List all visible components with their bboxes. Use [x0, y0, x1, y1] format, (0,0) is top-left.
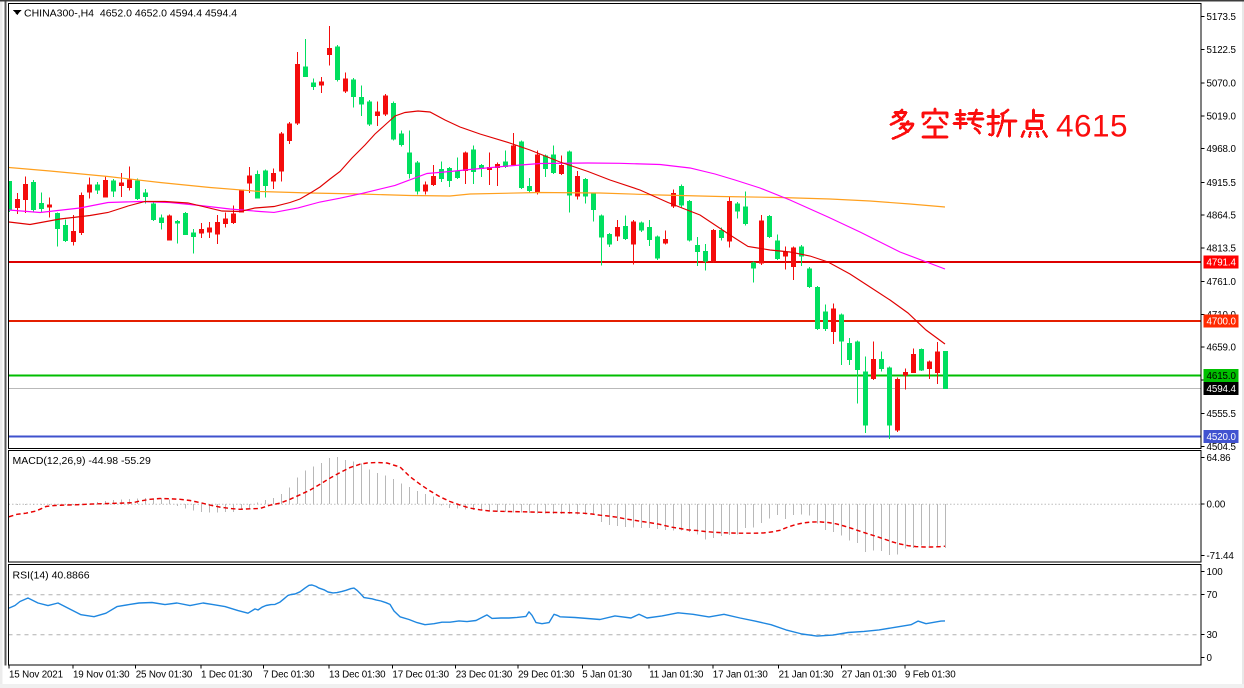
- svg-text:27 Jan 01:30: 27 Jan 01:30: [842, 670, 898, 681]
- svg-text:4615: 4615: [1056, 108, 1128, 144]
- svg-text:21 Jan 01:30: 21 Jan 01:30: [779, 670, 835, 681]
- svg-text:4659.0: 4659.0: [1207, 343, 1237, 354]
- svg-text:13 Dec 01:30: 13 Dec 01:30: [329, 670, 386, 681]
- svg-text:MACD(12,26,9) -44.98 -55.29: MACD(12,26,9) -44.98 -55.29: [13, 455, 151, 467]
- svg-text:5019.0: 5019.0: [1207, 111, 1237, 122]
- svg-text:70: 70: [1207, 590, 1218, 601]
- svg-text:4791.4: 4791.4: [1207, 258, 1237, 269]
- svg-text:4555.5: 4555.5: [1207, 409, 1237, 420]
- svg-text:-71.44: -71.44: [1207, 551, 1235, 562]
- svg-text:4700.0: 4700.0: [1207, 316, 1237, 327]
- svg-text:17 Dec 01:30: 17 Dec 01:30: [392, 670, 449, 681]
- svg-text:7 Dec 01:30: 7 Dec 01:30: [263, 670, 315, 681]
- svg-text:4615.0: 4615.0: [1207, 371, 1237, 382]
- svg-text:64.86: 64.86: [1207, 453, 1232, 464]
- svg-text:4504.5: 4504.5: [1207, 442, 1237, 453]
- svg-text:29 Dec 01:30: 29 Dec 01:30: [518, 670, 575, 681]
- svg-text:CHINA300-,H4 4652.0 4652.0 45: CHINA300-,H4 4652.0 4652.0 4594.4 4594.4: [24, 8, 237, 20]
- svg-text:0.00: 0.00: [1207, 500, 1226, 511]
- svg-text:0: 0: [1207, 653, 1213, 664]
- svg-text:11 Jan 01:30: 11 Jan 01:30: [649, 670, 704, 681]
- svg-text:23 Dec 01:30: 23 Dec 01:30: [456, 670, 513, 681]
- svg-text:5122.5: 5122.5: [1207, 45, 1237, 56]
- svg-text:9 Feb 01:30: 9 Feb 01:30: [905, 670, 956, 681]
- svg-text:4968.0: 4968.0: [1207, 144, 1237, 155]
- svg-text:30: 30: [1207, 630, 1218, 641]
- svg-text:19 Nov 01:30: 19 Nov 01:30: [73, 670, 130, 681]
- svg-text:5 Jan 01:30: 5 Jan 01:30: [582, 670, 632, 681]
- svg-text:5070.0: 5070.0: [1207, 79, 1237, 90]
- svg-text:RSI(14) 40.8866: RSI(14) 40.8866: [13, 569, 90, 581]
- svg-text:4813.5: 4813.5: [1207, 243, 1237, 254]
- svg-text:17 Jan 01:30: 17 Jan 01:30: [713, 670, 769, 681]
- svg-text:4864.5: 4864.5: [1207, 211, 1237, 222]
- svg-text:15 Nov 2021: 15 Nov 2021: [9, 670, 63, 681]
- svg-text:4915.5: 4915.5: [1207, 178, 1237, 189]
- svg-text:25 Nov 01:30: 25 Nov 01:30: [136, 670, 193, 681]
- svg-text:5173.5: 5173.5: [1207, 12, 1237, 23]
- svg-text:4520.0: 4520.0: [1207, 432, 1237, 443]
- svg-text:100: 100: [1207, 567, 1224, 578]
- svg-text:1 Dec 01:30: 1 Dec 01:30: [201, 670, 253, 681]
- svg-text:4761.0: 4761.0: [1207, 277, 1237, 288]
- svg-text:4594.4: 4594.4: [1207, 384, 1237, 395]
